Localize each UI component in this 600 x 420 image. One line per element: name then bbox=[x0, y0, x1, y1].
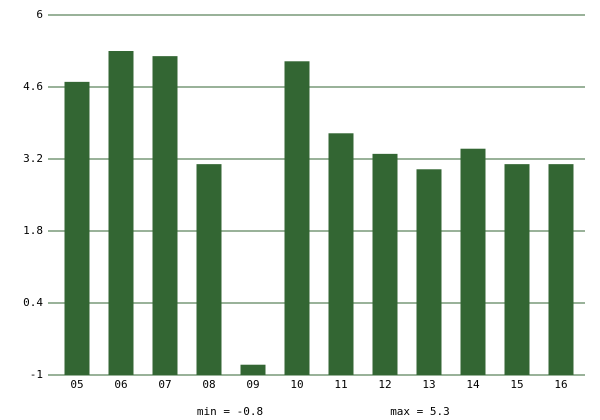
x-tick-label: 11 bbox=[334, 378, 347, 391]
bar bbox=[372, 153, 398, 375]
annotation: min = -0.8 bbox=[197, 405, 263, 418]
bar bbox=[328, 133, 354, 375]
x-tick-label: 08 bbox=[202, 378, 215, 391]
x-tick-label: 09 bbox=[246, 378, 259, 391]
bar bbox=[240, 364, 266, 375]
x-tick-label: 10 bbox=[290, 378, 303, 391]
bar bbox=[460, 148, 486, 375]
bar bbox=[64, 81, 90, 375]
bar bbox=[196, 164, 222, 375]
bar bbox=[152, 56, 178, 376]
x-tick-label: 05 bbox=[70, 378, 83, 391]
y-tick-label: 6 bbox=[36, 8, 43, 21]
x-tick-label: 06 bbox=[114, 378, 127, 391]
bar bbox=[108, 51, 134, 375]
y-tick-label: 0.4 bbox=[23, 296, 43, 309]
x-tick-label: 16 bbox=[554, 378, 567, 391]
bar bbox=[284, 61, 310, 376]
y-tick-label: 4.6 bbox=[23, 80, 43, 93]
y-tick-label: 3.2 bbox=[23, 152, 43, 165]
x-tick-label: 14 bbox=[466, 378, 480, 391]
y-tick-label: 1.8 bbox=[23, 224, 43, 237]
bar bbox=[504, 164, 530, 375]
annotation: max = 5.3 bbox=[390, 405, 450, 418]
bar bbox=[548, 164, 574, 375]
x-tick-label: 12 bbox=[378, 378, 391, 391]
y-tick-label: -1 bbox=[30, 368, 43, 381]
bar bbox=[416, 169, 442, 375]
x-tick-label: 15 bbox=[510, 378, 523, 391]
x-tick-label: 07 bbox=[158, 378, 171, 391]
x-tick-label: 13 bbox=[422, 378, 435, 391]
